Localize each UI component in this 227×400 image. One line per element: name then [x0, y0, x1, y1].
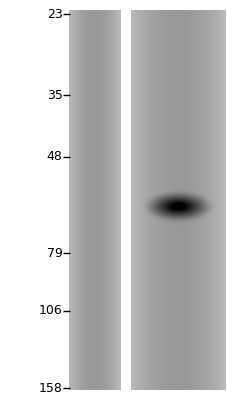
Text: 79: 79 [47, 247, 62, 260]
Text: 35: 35 [47, 89, 62, 102]
Text: 158: 158 [39, 382, 62, 394]
Text: 106: 106 [39, 304, 62, 317]
Text: 48: 48 [47, 150, 62, 163]
Text: 23: 23 [47, 8, 62, 20]
